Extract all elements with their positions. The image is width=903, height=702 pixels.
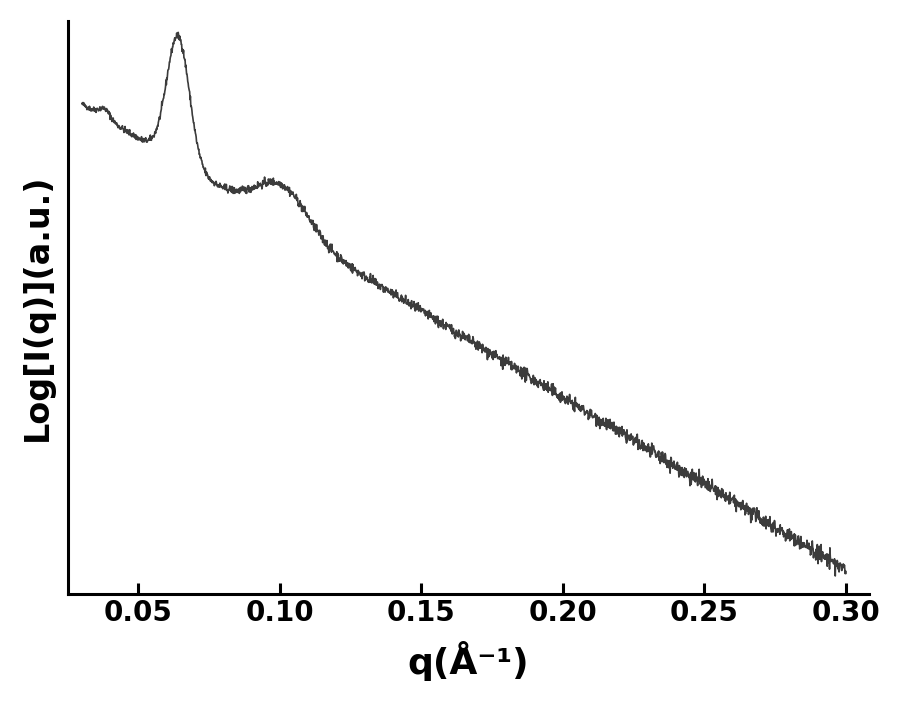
Y-axis label: Log[I(q)](a.u.): Log[I(q)](a.u.)	[21, 174, 54, 442]
X-axis label: q(Å⁻¹): q(Å⁻¹)	[407, 641, 528, 681]
